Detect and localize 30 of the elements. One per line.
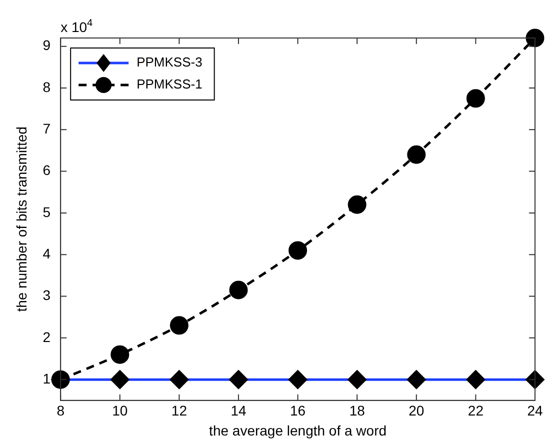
x-tick-label: 8 (56, 402, 65, 419)
point (348, 195, 366, 214)
y-tick-label: 4 (42, 245, 51, 262)
x-tick-label: 18 (349, 402, 366, 419)
y-tick-label: 1 (42, 370, 51, 386)
point (466, 89, 485, 108)
y-tick-label: 5 (42, 204, 51, 220)
point (407, 145, 426, 164)
y-tick-label: 8 (42, 78, 51, 95)
x-tick-label: 22 (468, 402, 484, 419)
y-axis-title: the number of bits transmitted (13, 126, 30, 312)
point (526, 28, 544, 48)
point (110, 345, 130, 364)
y-tick-label: 9 (42, 37, 51, 54)
point (229, 280, 248, 300)
x-tick-label: 10 (112, 402, 128, 419)
x-tick-label: 20 (408, 402, 424, 419)
x-tick-label: 14 (230, 402, 246, 419)
point (170, 316, 188, 335)
y-tick-label: 6 (42, 162, 51, 178)
legend-label: PPMKSS-1 (136, 76, 202, 92)
x-tick-label: 24 (527, 402, 543, 419)
x-axis-title: the average length of a word (209, 422, 387, 438)
x-tick-label: 12 (171, 402, 188, 419)
y-tick-label: 2 (42, 328, 51, 345)
point (288, 241, 308, 260)
x-tick-label: 16 (290, 402, 306, 419)
y-tick-label: 7 (42, 120, 51, 136)
y-tick-label: 3 (42, 287, 51, 304)
legend-label: PPMKSS-3 (136, 54, 202, 70)
